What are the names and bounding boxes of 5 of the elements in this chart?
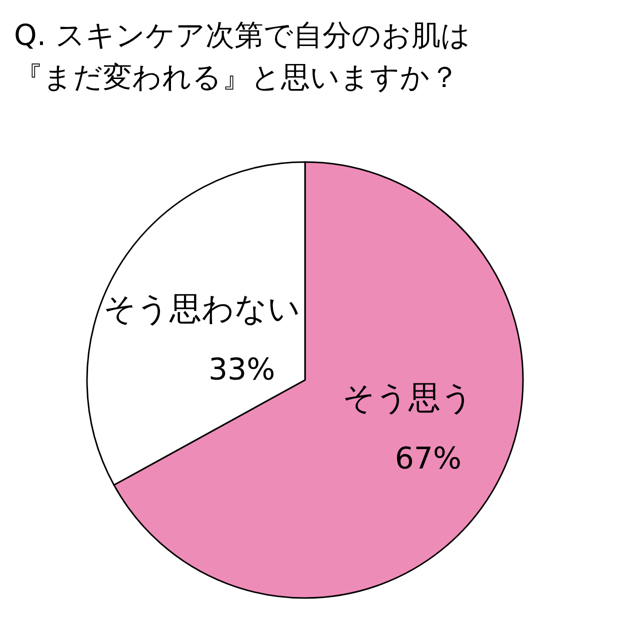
slice-label: そう思わない — [103, 290, 300, 328]
data-label: 67% — [394, 441, 462, 476]
data-label: 33% — [208, 352, 276, 388]
slice-label: そう思う — [342, 378, 474, 416]
chart-title: Q. スキンケア次第で自分のお肌は『まだ変われる』と思いますか？ — [14, 18, 470, 94]
